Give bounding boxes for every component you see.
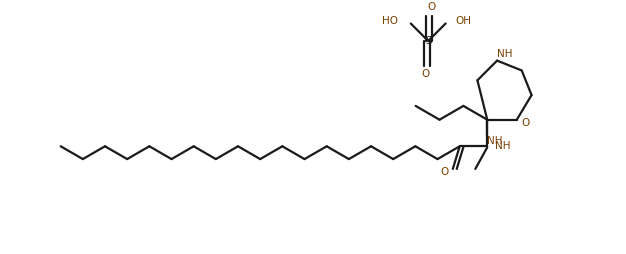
Text: O: O [441, 167, 449, 177]
Text: NH: NH [495, 141, 511, 151]
Text: OH: OH [456, 15, 471, 26]
Text: O: O [521, 118, 530, 128]
Text: HO: HO [382, 15, 398, 26]
Text: O: O [427, 3, 435, 12]
Text: NH: NH [488, 136, 503, 146]
Text: O: O [421, 69, 429, 80]
Text: NH: NH [497, 49, 513, 59]
Text: S: S [425, 36, 431, 46]
